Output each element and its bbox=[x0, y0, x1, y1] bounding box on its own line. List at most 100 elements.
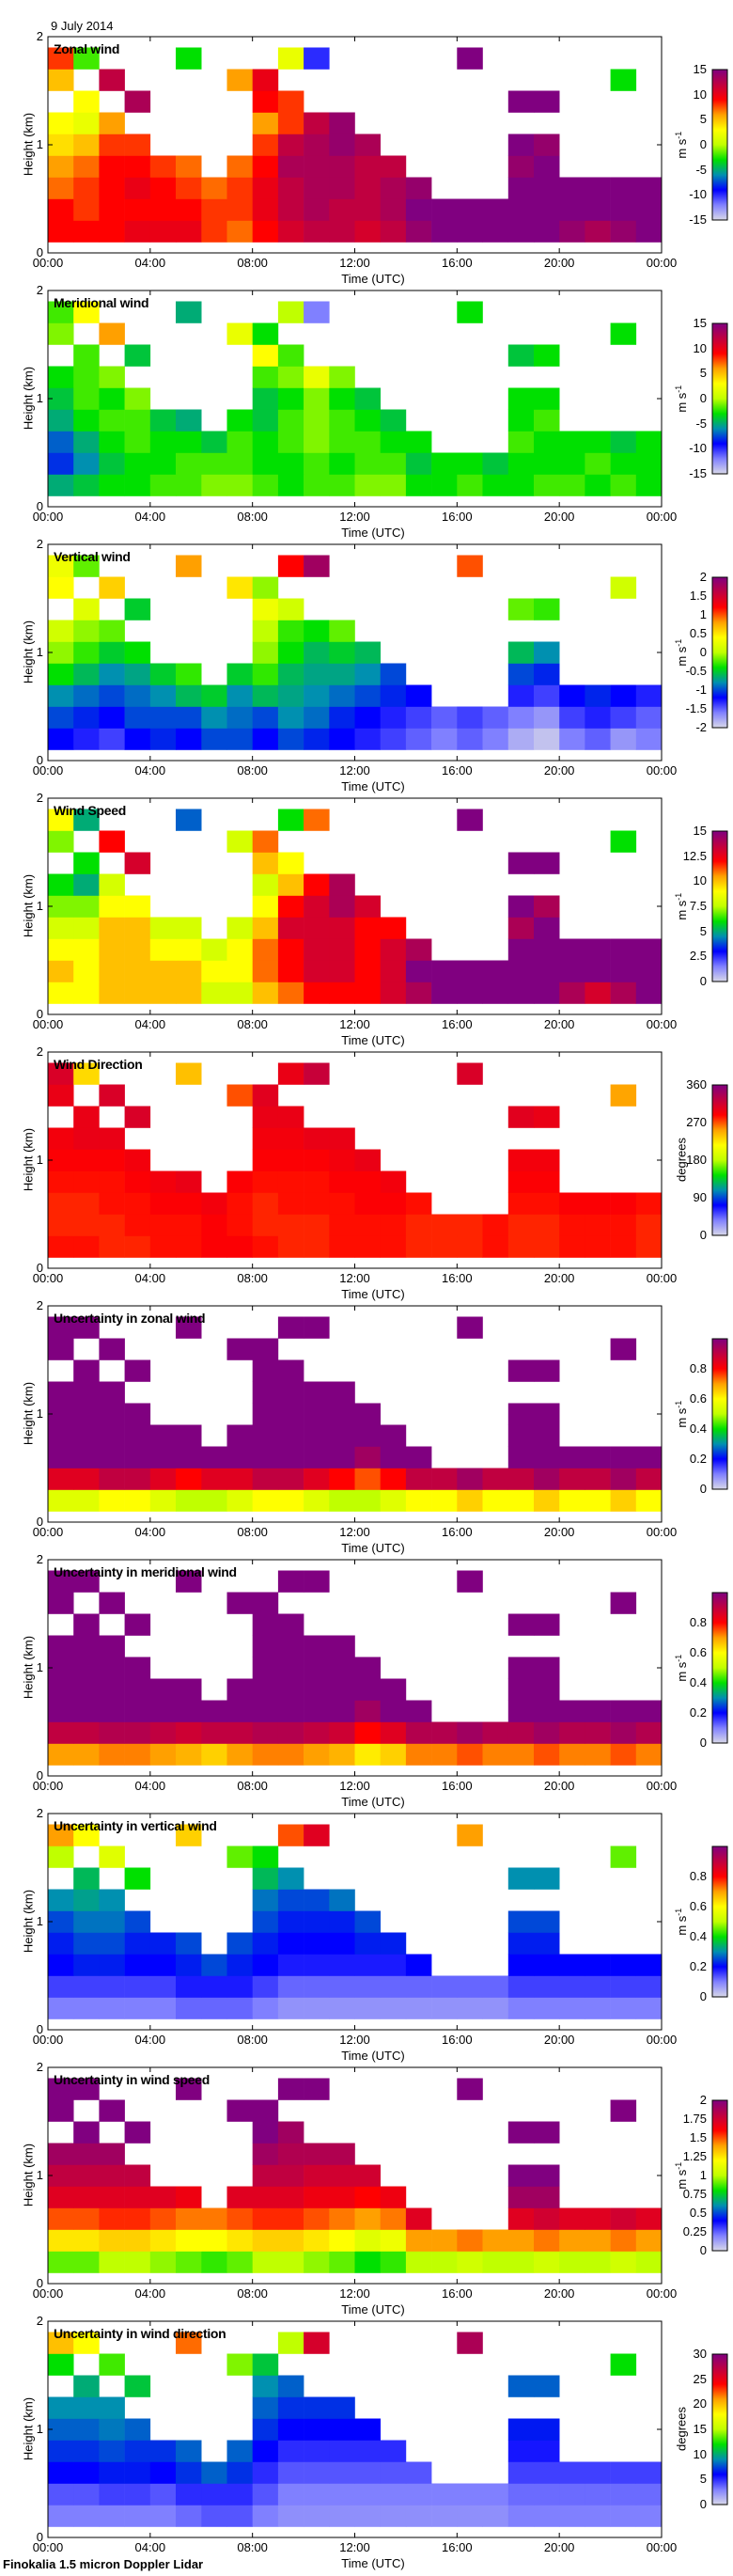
heatmap-cell bbox=[431, 452, 458, 475]
heatmap-cell bbox=[201, 960, 227, 982]
heatmap-cell bbox=[277, 198, 304, 221]
colorbar-tick-label: 10 bbox=[693, 340, 707, 355]
unit-superscript: -1 bbox=[673, 892, 683, 901]
heatmap-cell bbox=[534, 2229, 560, 2252]
heatmap-cell bbox=[507, 134, 535, 156]
heatmap-cell bbox=[507, 90, 535, 113]
heatmap-cell bbox=[457, 1721, 483, 1744]
heatmap-cell bbox=[304, 684, 330, 707]
heatmap-cell bbox=[99, 2164, 125, 2187]
heatmap-cell bbox=[277, 2440, 304, 2462]
heatmap-cell bbox=[48, 2461, 74, 2484]
heatmap-cell bbox=[380, 2207, 407, 2230]
heatmap-cell bbox=[534, 1932, 560, 1955]
y-tick-label: 0 bbox=[36, 2530, 43, 2544]
heatmap-cell bbox=[431, 960, 458, 982]
colorbar-tick-label: 25 bbox=[693, 2371, 707, 2386]
heatmap-cell bbox=[405, 728, 432, 750]
x-tick-label: 00:00 bbox=[32, 256, 64, 270]
x-tick-label: 08:00 bbox=[237, 1525, 268, 1539]
heatmap-cell bbox=[277, 1381, 304, 1404]
heatmap-cell bbox=[380, 938, 407, 961]
heatmap-cell bbox=[482, 1721, 508, 1744]
heatmap-cell bbox=[124, 1359, 151, 1382]
heatmap-cell bbox=[73, 982, 100, 1004]
heatmap-cell bbox=[277, 474, 304, 496]
heatmap-cell bbox=[507, 1489, 535, 1512]
heatmap-cell bbox=[405, 1954, 432, 1976]
heatmap-cell bbox=[124, 2121, 151, 2144]
colorbar bbox=[711, 1846, 728, 1998]
heatmap-cell bbox=[73, 1889, 100, 1911]
heatmap-cell bbox=[99, 474, 125, 496]
heatmap-cell bbox=[176, 1975, 202, 1998]
heatmap-cell bbox=[329, 134, 355, 156]
heatmap-cell bbox=[482, 2251, 508, 2273]
y-axis-label: Height (km) bbox=[21, 1889, 36, 1954]
heatmap-cell bbox=[124, 2229, 151, 2252]
heatmap-plot bbox=[47, 1559, 728, 1777]
heatmap-cell bbox=[329, 387, 355, 410]
heatmap-cell bbox=[277, 1403, 304, 1425]
heatmap-cell bbox=[405, 1214, 432, 1236]
heatmap-cell bbox=[534, 155, 560, 178]
heatmap-cell bbox=[99, 155, 125, 178]
heatmap-cell bbox=[176, 2461, 202, 2484]
x-tick-label: 04:00 bbox=[134, 2033, 166, 2047]
heatmap-cell bbox=[304, 2143, 330, 2165]
heatmap-cell bbox=[124, 728, 151, 750]
heatmap-cell bbox=[226, 1592, 253, 1614]
heatmap-cell bbox=[354, 1910, 381, 1933]
heatmap-cell bbox=[73, 452, 100, 475]
heatmap-cell bbox=[99, 895, 125, 918]
heatmap-cell bbox=[277, 1214, 304, 1236]
instrument-label: Finokalia 1.5 micron Doppler Lidar bbox=[3, 2557, 204, 2571]
heatmap-cell bbox=[329, 1954, 355, 1976]
x-tick-label: 12:00 bbox=[339, 510, 370, 524]
x-tick-label: 04:00 bbox=[134, 1525, 166, 1539]
heatmap-cell bbox=[176, 431, 202, 453]
heatmap-cell bbox=[252, 576, 279, 599]
heatmap-cell bbox=[507, 2483, 535, 2505]
heatmap-cell bbox=[635, 2251, 663, 2273]
x-tick-label: 16:00 bbox=[442, 2033, 473, 2047]
heatmap-cell bbox=[73, 1192, 100, 1215]
heatmap-cell bbox=[176, 1468, 202, 1490]
panel-uncertainty-in-wind-speed: 00:00 04:00 08:00 12:00 16:00 20:00 00:00 0 1 2 2 1… bbox=[0, 2031, 733, 2317]
heatmap-cell bbox=[277, 90, 304, 113]
heatmap-cell bbox=[610, 684, 637, 707]
heatmap-cell bbox=[329, 2186, 355, 2208]
heatmap-cell bbox=[226, 1192, 253, 1215]
heatmap-cell bbox=[277, 1932, 304, 1955]
unit-text: m s bbox=[675, 392, 690, 413]
heatmap-cell bbox=[73, 47, 100, 70]
heatmap-cell bbox=[149, 2251, 177, 2273]
heatmap-cell bbox=[329, 641, 355, 664]
heatmap-cell bbox=[354, 1489, 381, 1512]
heatmap-cell bbox=[405, 1743, 432, 1766]
heatmap-cell bbox=[610, 452, 637, 475]
heatmap-cell bbox=[73, 2396, 100, 2419]
heatmap-cell bbox=[380, 1489, 407, 1512]
heatmap-cell bbox=[380, 1468, 407, 1490]
colorbar-tick-label: 2 bbox=[699, 570, 707, 584]
heatmap-cell bbox=[149, 409, 177, 432]
heatmap-cell bbox=[99, 2353, 125, 2376]
y-tick-label: 2 bbox=[36, 283, 43, 297]
heatmap-cell bbox=[635, 1235, 663, 1258]
heatmap-cell bbox=[534, 1867, 560, 1890]
heatmap-cell bbox=[354, 2164, 381, 2187]
panel-title: Zonal wind bbox=[54, 41, 120, 56]
y-tick-label: 1 bbox=[36, 1406, 43, 1421]
heatmap-cell bbox=[252, 1214, 279, 1236]
x-axis-label: Time (UTC) bbox=[341, 1287, 405, 1301]
heatmap-cell bbox=[304, 873, 330, 896]
heatmap-cell bbox=[277, 1613, 304, 1636]
heatmap-cell bbox=[304, 809, 330, 831]
heatmap-cell bbox=[176, 1678, 202, 1701]
heatmap-cell bbox=[405, 1235, 432, 1258]
colorbar bbox=[711, 1084, 728, 1236]
heatmap-cell bbox=[73, 641, 100, 664]
heatmap-cell bbox=[277, 1997, 304, 2019]
heatmap-cell bbox=[149, 2440, 177, 2462]
